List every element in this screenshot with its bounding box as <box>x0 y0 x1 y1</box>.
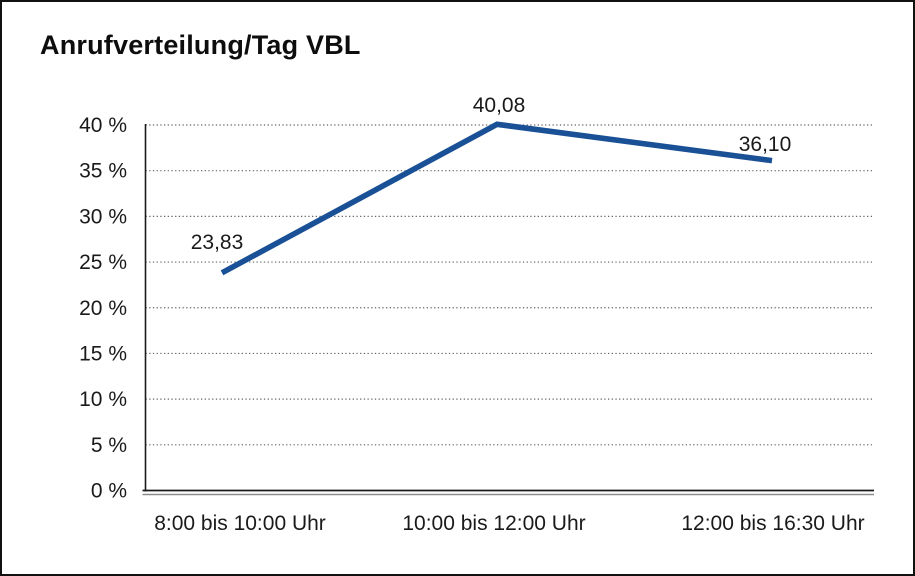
y-tick-label: 0 % <box>91 480 127 503</box>
y-tick-label: 30 % <box>79 205 127 228</box>
series-line <box>220 121 773 276</box>
x-category-label: 10:00 bis 12:00 Uhr <box>402 512 585 535</box>
y-tick-label: 35 % <box>79 160 127 183</box>
y-tick-label: 15 % <box>79 342 127 365</box>
x-category-label: 8:00 bis 10:00 Uhr <box>154 512 326 535</box>
y-tick-label: 10 % <box>79 388 127 411</box>
y-tick-label: 5 % <box>91 434 127 457</box>
data-point-label: 23,83 <box>191 231 244 254</box>
y-tick-label: 25 % <box>79 251 127 274</box>
chart-title: Anrufverteilung/Tag VBL <box>40 30 361 60</box>
y-tick-label: 20 % <box>79 297 127 320</box>
data-point-label: 36,10 <box>739 133 792 156</box>
y-tick-label: 40 % <box>79 114 127 137</box>
data-point-label: 40,08 <box>473 94 526 117</box>
x-category-label: 12:00 bis 16:30 Uhr <box>681 512 864 535</box>
